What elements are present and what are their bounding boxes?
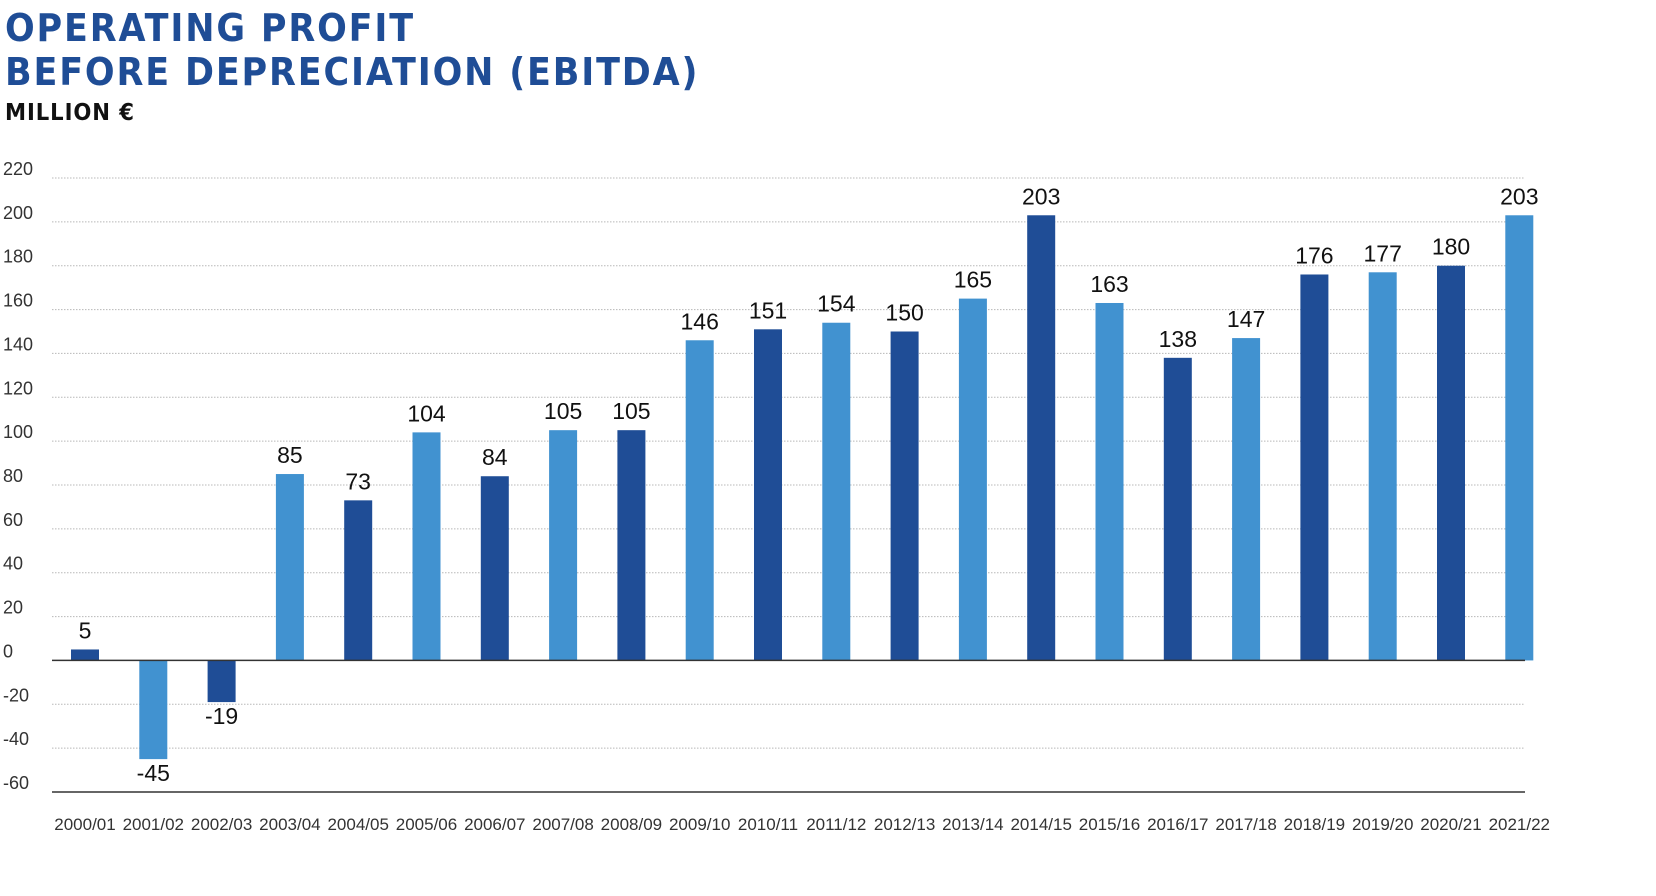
x-category-label: 2014/15 [1010,815,1071,834]
value-label: 203 [1022,183,1060,209]
bar-2021-22 [1505,215,1534,661]
value-label: 176 [1295,242,1333,268]
value-label: 104 [407,400,446,426]
value-label: 138 [1159,326,1197,352]
y-tick-label: 160 [3,291,33,311]
value-label: 150 [885,300,923,326]
x-category-label: 2008/09 [601,815,662,834]
y-tick-label: 140 [3,334,33,354]
bar-2008-09 [617,430,646,661]
y-tick-label: 40 [3,554,23,574]
bar-2013-14 [958,298,987,661]
bar-2015-16 [1095,302,1124,661]
x-category-label: 2019/20 [1352,815,1413,834]
value-label: 105 [612,398,650,424]
bar-2006-07 [480,476,509,661]
y-tick-label: 20 [3,598,23,618]
bar-2001-02 [139,660,168,760]
bar-2007-08 [549,430,578,661]
value-label: 163 [1090,271,1128,297]
x-category-label: 2010/11 [738,815,798,834]
y-tick-label: -20 [3,685,29,705]
bar-2020-21 [1437,265,1465,661]
x-category-label: 2011/12 [806,815,866,834]
y-tick-label: 0 [3,641,13,661]
bar-2004-05 [344,500,373,661]
x-category-label: 2017/18 [1215,815,1276,834]
y-tick-label: 80 [3,466,23,486]
bar-2017-18 [1232,338,1261,661]
y-tick-label: 60 [3,510,23,530]
bar-2018-19 [1300,274,1329,661]
x-category-label: 2012/13 [874,815,935,834]
value-label: 105 [544,398,582,424]
chart-title-line-2: BEFORE DEPRECIATION (EBITDA) [5,50,700,94]
value-label: 203 [1500,183,1538,209]
x-category-label: 2015/16 [1079,815,1140,834]
x-category-label: 2007/08 [532,815,593,834]
y-tick-label: -40 [3,729,29,749]
bar-2016-17 [1163,357,1192,661]
value-label: 73 [345,468,371,494]
bar-2003-04 [275,474,304,661]
bar-2002-03 [207,660,236,703]
value-label: 146 [681,308,719,334]
x-category-label: 2020/21 [1420,815,1481,834]
bar-2012-13 [890,331,919,661]
x-category-label: 2006/07 [464,815,525,834]
bar-2009-10 [685,340,714,661]
x-category-label: 2002/03 [191,815,252,834]
value-label: 180 [1432,234,1470,260]
y-tick-label: 120 [3,378,33,398]
value-label: 151 [749,297,787,323]
y-tick-label: 200 [3,203,33,223]
value-label: 165 [954,267,992,293]
x-category-label: 2016/17 [1147,815,1208,834]
chart-title-line-1: OPERATING PROFIT [5,6,415,50]
bar-2014-15 [1027,215,1056,661]
x-category-label: 2001/02 [123,815,184,834]
chart-title-block: OPERATING PROFIT BEFORE DEPRECIATION (EB… [5,6,760,127]
x-category-label: 2013/14 [942,815,1003,834]
bar-2000-01 [71,649,99,661]
value-label: 177 [1364,240,1402,266]
y-tick-label: 180 [3,247,33,267]
y-tick-label: -60 [3,773,29,793]
value-label: 147 [1227,306,1265,332]
bar-2019-20 [1368,272,1397,661]
x-category-label: 2009/10 [669,815,730,834]
x-category-label: 2003/04 [259,815,320,834]
x-category-label: 2000/01 [54,815,115,834]
chart-unit-label: MILLION € [5,100,135,126]
value-label: 5 [79,617,92,643]
y-tick-label: 100 [3,422,33,442]
x-category-label: 2018/19 [1284,815,1345,834]
value-label: 85 [277,442,303,468]
x-category-label: 2021/22 [1489,815,1550,834]
value-label: -19 [205,703,238,729]
y-tick-label: 220 [3,159,33,179]
value-label: 84 [482,444,508,470]
x-category-label: 2004/05 [327,815,388,834]
bar-2010-11 [754,329,782,661]
bar-2011-12 [822,322,851,661]
bar-2005-06 [412,432,441,661]
x-category-label: 2005/06 [396,815,457,834]
value-label: 154 [817,291,856,317]
value-label: -45 [137,760,170,786]
